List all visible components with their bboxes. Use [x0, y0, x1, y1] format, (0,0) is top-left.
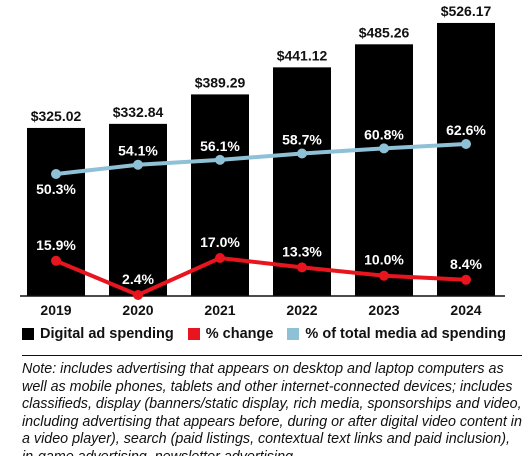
- change-point-2021: [215, 253, 225, 263]
- change-label-2022: 13.3%: [282, 243, 322, 259]
- share-point-2023: [379, 143, 389, 154]
- bar-value-label-2024: $526.17: [441, 3, 492, 19]
- change-label-2023: 10.0%: [364, 252, 404, 268]
- share-label-2022: 58.7%: [282, 132, 322, 148]
- share-point-2024: [461, 139, 471, 149]
- change-label-2019: 15.9%: [36, 237, 76, 253]
- x-tick-label-2020: 2020: [122, 302, 153, 318]
- bar-value-label-2022: $441.12: [277, 47, 328, 63]
- legend-item-percent-of-total: % of total media ad spending: [287, 326, 506, 342]
- change-label-2021: 17.0%: [200, 234, 240, 250]
- legend-label-percent-change: % change: [205, 326, 274, 342]
- x-tick-label-2022: 2022: [286, 302, 317, 318]
- legend-item-digital-ad-spending: Digital ad spending: [22, 326, 174, 342]
- bar-2020: [109, 123, 167, 296]
- share-label-2020: 54.1%: [118, 143, 158, 159]
- share-label-2023: 60.8%: [364, 126, 404, 142]
- change-point-2019: [51, 255, 61, 266]
- change-line: [55, 255, 467, 298]
- change-label-2020: 2.4%: [122, 271, 154, 287]
- change-label-2024: 8.4%: [450, 256, 482, 272]
- share-label-2024: 62.6%: [446, 122, 486, 138]
- share-line: [55, 142, 467, 176]
- legend-swatch-change: [187, 328, 200, 340]
- bar-value-label-2020: $332.84: [113, 104, 164, 120]
- bar-value-label-2023: $485.26: [359, 24, 410, 40]
- legend: Digital ad spending % change % of total …: [22, 326, 520, 342]
- x-tick-label-2023: 2023: [368, 302, 399, 318]
- legend-swatch-share: [287, 328, 300, 340]
- combo-chart: $325.02 $332.84 $389.29 $441.12 $485.26 $526.…: [20, 3, 505, 318]
- bar-value-label-2021: $389.29: [195, 74, 246, 90]
- share-point-2019: [51, 169, 61, 179]
- change-point-2024: [461, 274, 471, 285]
- legend-swatch-bar: [22, 328, 34, 340]
- bar-value-label-2019: $325.02: [31, 108, 82, 124]
- share-point-2022: [297, 148, 307, 159]
- x-tick-label-2019: 2019: [40, 302, 71, 318]
- legend-item-percent-change: % change: [187, 326, 274, 342]
- chart-note: Note: includes advertising that appears …: [22, 355, 522, 456]
- share-label-2019: 50.3%: [36, 181, 76, 197]
- change-point-2022: [297, 262, 307, 273]
- legend-label-digital-ad-spending: Digital ad spending: [40, 326, 174, 342]
- change-point-2023: [379, 270, 389, 281]
- share-label-2021: 56.1%: [200, 138, 240, 154]
- bar-2022: [273, 67, 331, 296]
- x-tick-label-2024: 2024: [450, 302, 481, 318]
- share-point-2020: [133, 159, 143, 170]
- change-point-2020: [133, 290, 143, 300]
- bar-2024: [437, 22, 495, 297]
- share-point-2021: [215, 154, 225, 165]
- legend-label-percent-of-total: % of total media ad spending: [305, 326, 507, 342]
- x-tick-label-2021: 2021: [204, 302, 235, 318]
- bar-2023: [355, 44, 413, 296]
